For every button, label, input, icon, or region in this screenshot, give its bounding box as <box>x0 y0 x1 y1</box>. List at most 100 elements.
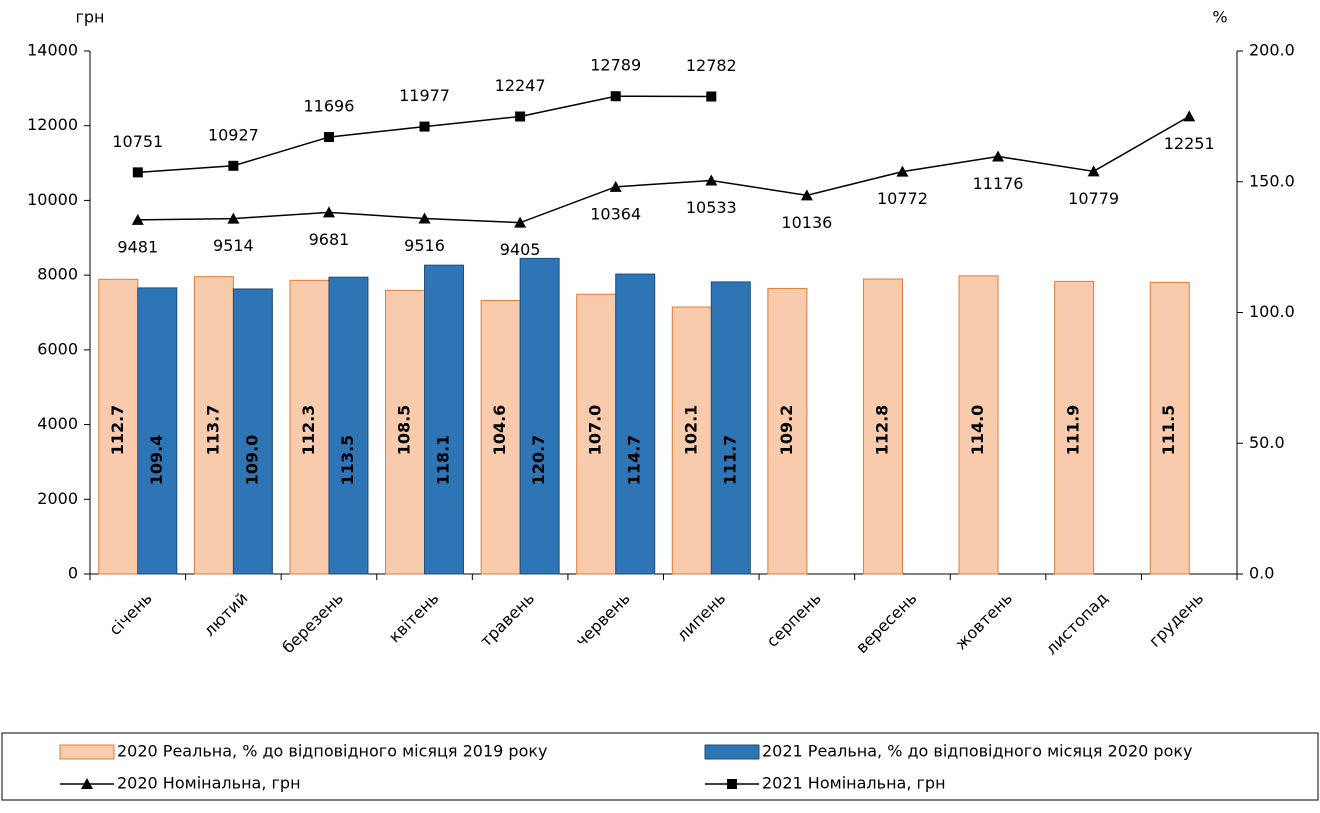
y-tick-label: 0 <box>68 564 78 583</box>
bar <box>615 273 656 575</box>
bar <box>289 279 330 575</box>
line-marker <box>610 91 621 102</box>
bar <box>193 276 234 575</box>
legend-label: 2021 Номінальна, грн <box>762 774 946 793</box>
bar <box>98 278 139 575</box>
bar <box>958 275 999 575</box>
line-marker <box>1183 110 1196 122</box>
legend-label: 2020 Номінальна, грн <box>117 774 301 793</box>
bar-value-label: 109.2 <box>777 405 796 456</box>
line-marker <box>515 111 526 122</box>
y-tick-label: 4000 <box>37 414 78 433</box>
bar <box>710 281 751 575</box>
y2-tick-label: 0.0 <box>1249 564 1274 583</box>
x-tick-label: жовтень <box>951 589 1016 654</box>
line-value-label: 11696 <box>304 97 355 116</box>
legend-swatch <box>59 744 115 760</box>
y-tick-label: 14000 <box>27 41 78 60</box>
line-marker <box>131 213 144 225</box>
y-tick-label: 10000 <box>27 190 78 209</box>
line-value-label: 9514 <box>213 236 254 255</box>
bar <box>328 276 369 575</box>
bar-value-label: 112.8 <box>872 405 891 456</box>
y-tick-label: 2000 <box>37 489 78 508</box>
line-marker <box>706 91 717 102</box>
line-value-label: 11977 <box>399 86 450 105</box>
x-tick-label: вересень <box>852 589 920 657</box>
bar <box>424 264 465 575</box>
bar-value-label: 111.5 <box>1159 405 1178 456</box>
bar-value-label: 102.1 <box>681 405 700 456</box>
x-tick-label: липень <box>673 589 729 645</box>
line-marker <box>896 165 909 177</box>
y-tick-label: 12000 <box>27 115 78 134</box>
bar-value-label: 118.1 <box>434 435 453 486</box>
line-value-label: 9681 <box>309 230 350 249</box>
line-marker <box>1087 165 1100 177</box>
x-tick-label: січень <box>105 589 156 640</box>
line-marker <box>322 206 335 218</box>
y2-tick-label: 150.0 <box>1249 171 1295 190</box>
x-tick-label: лютий <box>200 589 251 640</box>
bar <box>519 257 560 575</box>
x-tick-label: серпень <box>763 589 825 651</box>
line-value-label: 10772 <box>877 189 928 208</box>
line-marker <box>727 779 737 789</box>
y2-axis-unit: % <box>1212 8 1227 27</box>
line-marker <box>705 174 718 186</box>
x-tick-label: березень <box>278 589 347 658</box>
bar <box>1054 280 1095 575</box>
bar <box>232 288 273 575</box>
legend-label: 2021 Реальна, % до відповідного місяця 2… <box>762 742 1193 761</box>
line-value-label: 12251 <box>1164 134 1215 153</box>
bar-value-label: 107.0 <box>586 405 605 456</box>
y2-tick-label: 50.0 <box>1249 433 1285 452</box>
bar-value-label: 120.7 <box>529 435 548 486</box>
line-value-label: 9516 <box>404 236 445 255</box>
line-marker <box>609 180 622 192</box>
line-value-label: 10533 <box>686 198 737 217</box>
bar-value-label: 108.5 <box>395 405 414 456</box>
bar-value-label: 104.6 <box>490 405 509 456</box>
line-value-label: 12782 <box>686 56 737 75</box>
bar-value-label: 109.4 <box>147 435 166 486</box>
bar-value-label: 113.7 <box>203 405 222 456</box>
line-value-label: 11176 <box>973 174 1024 193</box>
y-tick-label: 8000 <box>37 265 78 284</box>
y2-tick-label: 100.0 <box>1249 302 1295 321</box>
bar-value-label: 114.0 <box>968 405 987 456</box>
legend-label: 2020 Реальна, % до відповідного місяця 2… <box>117 742 548 761</box>
bar <box>862 278 903 575</box>
bar-value-label: 109.0 <box>242 435 261 486</box>
x-tick-label: квітень <box>385 589 443 647</box>
legend-box <box>1 732 1319 801</box>
bar-value-label: 112.3 <box>299 405 318 456</box>
line-value-label: 9405 <box>500 240 541 259</box>
x-tick-label: червень <box>572 589 634 651</box>
line-marker <box>323 132 334 143</box>
line-value-label: 12247 <box>495 76 546 95</box>
bar <box>671 306 712 575</box>
y-tick-label: 6000 <box>37 339 78 358</box>
line-value-label: 10779 <box>1068 189 1119 208</box>
line-marker <box>228 160 239 171</box>
line-value-label: 10927 <box>208 125 259 144</box>
line-marker <box>992 150 1005 162</box>
bar <box>1149 281 1190 575</box>
line <box>137 115 1190 224</box>
line-marker <box>418 212 431 224</box>
y2-tick-label: 200.0 <box>1249 41 1295 60</box>
y-axis-unit: грн <box>75 8 104 27</box>
legend-swatch <box>704 744 760 760</box>
line-marker <box>800 189 813 201</box>
line-value-label: 10136 <box>781 213 832 232</box>
line-marker <box>227 212 240 224</box>
bar <box>767 287 808 575</box>
bar-value-label: 111.9 <box>1064 405 1083 456</box>
bar-value-label: 112.7 <box>108 405 127 456</box>
x-tick-label: грудень <box>1145 589 1207 651</box>
line-marker <box>81 778 93 789</box>
line-value-label: 10751 <box>112 132 163 151</box>
x-tick-label: листопад <box>1042 589 1112 659</box>
